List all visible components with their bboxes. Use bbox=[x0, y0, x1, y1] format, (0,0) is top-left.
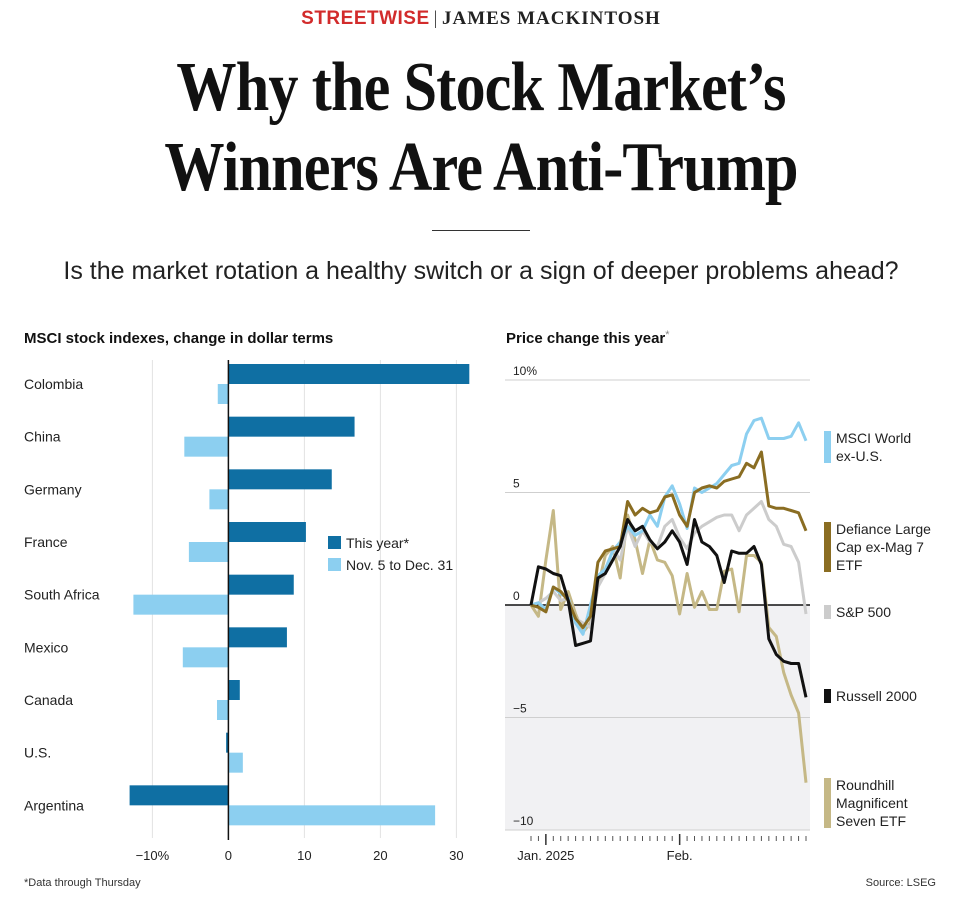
line-y-tick-label: 5 bbox=[513, 477, 520, 491]
bar-tick-label: −10% bbox=[136, 848, 170, 863]
bar-category-label: Germany bbox=[24, 481, 82, 497]
bar-category-label: China bbox=[24, 429, 61, 445]
bar-tick-labels: −10% 0 10 20 30 bbox=[136, 848, 464, 863]
author-name[interactable]: JAMES MACKINTOSH bbox=[441, 8, 661, 29]
bar bbox=[182, 647, 229, 668]
bar-category-label: Colombia bbox=[24, 376, 83, 392]
source-note: Source: LSEG bbox=[866, 877, 936, 889]
bar bbox=[228, 680, 240, 700]
line-chart: Price change this year* 10% 5 0 −5 −10 Jan. … bbox=[505, 329, 931, 863]
line-chart-title-asterisk: * bbox=[665, 329, 670, 341]
line-series-path bbox=[530, 450, 808, 629]
legend-label-line: Russell 2000 bbox=[836, 688, 917, 704]
header-divider bbox=[432, 230, 530, 231]
line-x-tick-label: Feb. bbox=[667, 848, 693, 863]
bar-marks bbox=[129, 360, 470, 840]
bar-tick-label: 10 bbox=[297, 848, 311, 863]
line-gridlines bbox=[505, 379, 810, 831]
line-x-tick-label: Jan. 2025 bbox=[517, 848, 574, 863]
bar bbox=[228, 574, 294, 595]
legend-swatch bbox=[824, 605, 831, 619]
headline: Why the Stock Market’s Winners Are Anti-… bbox=[67, 48, 894, 208]
bar bbox=[188, 542, 229, 562]
legend-swatch bbox=[824, 689, 831, 703]
legend-label-line: Roundhill bbox=[836, 777, 894, 793]
bar-category-label: France bbox=[24, 534, 68, 550]
bar bbox=[209, 489, 229, 510]
line-series-path bbox=[530, 416, 808, 636]
dek: Is the market rotation a healthy switch … bbox=[63, 257, 899, 285]
kicker: STREETWISE | JAMES MACKINTOSH bbox=[0, 8, 962, 30]
bar bbox=[228, 364, 470, 384]
bar bbox=[228, 522, 306, 542]
bar bbox=[228, 627, 287, 648]
legend-label-line: Cap ex-Mag 7 bbox=[836, 539, 924, 555]
legend-label-line: Seven ETF bbox=[836, 813, 906, 829]
bar bbox=[217, 384, 229, 404]
bar bbox=[226, 732, 229, 753]
legend-label: Roundhill Magnificent Seven ETF bbox=[836, 777, 908, 829]
bar-chart: MSCI stock indexes, change in dollar ter… bbox=[24, 330, 470, 863]
legend-label: MSCI World ex-U.S. bbox=[836, 430, 911, 464]
bar-tick-label: 30 bbox=[449, 848, 463, 863]
legend-label: This year* bbox=[346, 535, 410, 551]
bar bbox=[133, 594, 229, 615]
charts-svg: MSCI stock indexes, change in dollar ter… bbox=[24, 329, 936, 889]
legend-swatch bbox=[328, 558, 341, 571]
bar bbox=[228, 416, 355, 437]
line-legend: MSCI World ex-U.S. Defiance Large Cap ex-Ma… bbox=[824, 430, 931, 829]
legend-label: Russell 2000 bbox=[836, 688, 917, 704]
bar bbox=[129, 785, 229, 806]
legend-label: Defiance Large Cap ex-Mag 7 ETF bbox=[836, 521, 931, 573]
bar-category-label: South Africa bbox=[24, 587, 100, 603]
bar-category-label: U.S. bbox=[24, 745, 51, 761]
legend-label-line: ETF bbox=[836, 557, 862, 573]
legend-swatch bbox=[824, 431, 831, 463]
article-header: STREETWISE | JAMES MACKINTOSH Why the Stoc… bbox=[0, 8, 962, 286]
line-chart-title-text: Price change this year bbox=[506, 330, 665, 347]
column-brand[interactable]: STREETWISE bbox=[301, 8, 430, 29]
bar-chart-title: MSCI stock indexes, change in dollar ter… bbox=[24, 330, 333, 347]
bar-category-label: Mexico bbox=[24, 639, 69, 655]
headline-line-1: Why the Stock Market’s bbox=[176, 49, 786, 126]
bar-tick-label: 0 bbox=[225, 848, 232, 863]
legend-swatch bbox=[328, 536, 341, 549]
legend-label-line: Defiance Large bbox=[836, 521, 931, 537]
line-series bbox=[529, 416, 808, 783]
kicker-separator: | bbox=[433, 8, 438, 29]
legend-swatch bbox=[824, 778, 831, 828]
legend-label-line: S&P 500 bbox=[836, 604, 891, 620]
bar bbox=[228, 805, 436, 826]
bar bbox=[184, 436, 229, 457]
legend-label: S&P 500 bbox=[836, 604, 891, 620]
bar bbox=[217, 700, 229, 720]
line-series-path bbox=[529, 518, 808, 698]
line-x-axis: Jan. 2025 Feb. bbox=[517, 834, 807, 863]
headline-line-2: Winners Are Anti-Trump bbox=[164, 129, 798, 206]
line-y-tick-label: 0 bbox=[513, 589, 520, 603]
bar-category-labels: Colombia China Germany France South Africa Me… bbox=[24, 376, 100, 813]
legend-label: Nov. 5 to Dec. 31 bbox=[346, 557, 453, 573]
line-y-tick-labels: 10% 5 0 −5 −10 bbox=[513, 364, 537, 828]
line-y-tick-label: −5 bbox=[513, 702, 527, 716]
line-y-tick-label: 10% bbox=[513, 364, 537, 378]
legend-label-line: Magnificent bbox=[836, 795, 908, 811]
footnote: *Data through Thursday bbox=[24, 877, 141, 889]
line-chart-title: Price change this year* bbox=[506, 329, 670, 347]
chart-area: MSCI stock indexes, change in dollar ter… bbox=[0, 320, 962, 912]
bar-legend: This year* Nov. 5 to Dec. 31 bbox=[328, 535, 453, 573]
legend-label-line: MSCI World bbox=[836, 430, 911, 446]
line-y-tick-label: −10 bbox=[513, 814, 534, 828]
bar-category-label: Canada bbox=[24, 692, 73, 708]
legend-label-line: ex-U.S. bbox=[836, 448, 883, 464]
legend-swatch bbox=[824, 522, 831, 572]
bar-tick-label: 20 bbox=[373, 848, 387, 863]
bar bbox=[228, 469, 332, 490]
bar bbox=[228, 752, 243, 773]
bar-category-label: Argentina bbox=[24, 797, 84, 813]
